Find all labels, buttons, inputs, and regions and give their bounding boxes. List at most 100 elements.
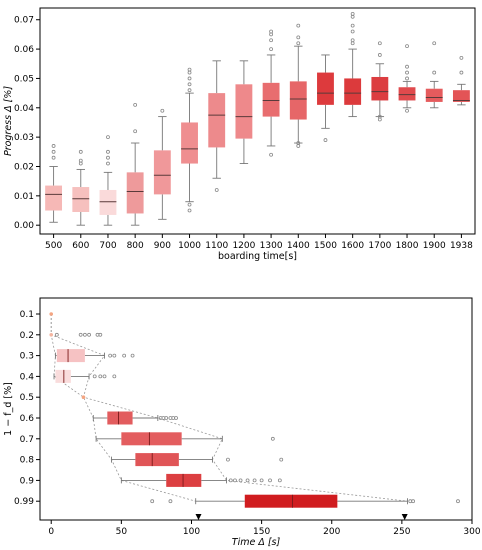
box-1400 bbox=[289, 23, 307, 148]
box-600 bbox=[72, 149, 90, 226]
box-0.9 bbox=[120, 473, 282, 487]
box-1500 bbox=[317, 54, 334, 142]
outlier-point bbox=[133, 129, 138, 134]
outlier-point bbox=[377, 114, 382, 119]
x-tick-label: 0 bbox=[48, 527, 54, 537]
outlier-point bbox=[277, 478, 282, 483]
x-tick-label: 1400 bbox=[287, 241, 310, 251]
box-700 bbox=[99, 135, 117, 226]
outlier-point bbox=[296, 41, 301, 46]
box-0.5 bbox=[81, 395, 86, 400]
outlier-point bbox=[87, 332, 91, 337]
outlier-point bbox=[130, 353, 135, 358]
outlier-point bbox=[106, 149, 110, 154]
y-tick-label: 0.03 bbox=[14, 133, 34, 143]
box-800 bbox=[126, 102, 144, 226]
x-tick-label: 1000 bbox=[178, 241, 201, 251]
y-tick-label: 0.99 bbox=[14, 497, 34, 507]
point-marker bbox=[49, 312, 54, 316]
outlier-point bbox=[377, 41, 382, 46]
box-body bbox=[107, 411, 133, 425]
y-tick-label: 0.05 bbox=[14, 74, 34, 84]
outlier-point bbox=[78, 332, 83, 337]
box-1200 bbox=[235, 60, 253, 165]
outlier-point bbox=[98, 332, 103, 337]
x-tick-label: 1600 bbox=[341, 241, 364, 251]
outlier-point bbox=[160, 108, 165, 113]
outlier-point bbox=[350, 23, 355, 28]
outlier-point bbox=[269, 152, 273, 157]
outlier-point bbox=[432, 70, 437, 75]
box-0.7 bbox=[95, 432, 275, 446]
outlier-point bbox=[108, 353, 113, 358]
x-tick-label: 150 bbox=[253, 527, 270, 537]
outlier-point bbox=[187, 208, 192, 213]
outlier-point bbox=[245, 478, 250, 483]
y-tick-label: 0.6 bbox=[20, 414, 35, 424]
x-tick-label: 300 bbox=[463, 527, 480, 537]
outlier-point bbox=[411, 499, 415, 504]
box-body bbox=[72, 187, 90, 212]
outlier-point bbox=[269, 29, 273, 34]
outlier-point bbox=[106, 155, 110, 160]
x-tick-label: 200 bbox=[323, 527, 340, 537]
x-tick-label: 1500 bbox=[314, 241, 337, 251]
y-tick-label: 0.04 bbox=[14, 104, 34, 114]
outlier-point bbox=[238, 478, 243, 483]
outlier-point bbox=[102, 374, 107, 379]
box-1000 bbox=[181, 67, 198, 213]
y-tick-label: 0.3 bbox=[20, 352, 34, 362]
point-marker bbox=[49, 333, 54, 337]
x-tick-label: 900 bbox=[154, 241, 171, 251]
outlier-point bbox=[187, 82, 192, 87]
y-tick-label: 0.00 bbox=[14, 221, 34, 231]
box-body bbox=[452, 90, 470, 102]
y-tick-label: 0.5 bbox=[20, 393, 34, 403]
x-tick-label: 600 bbox=[72, 241, 89, 251]
box-body bbox=[166, 473, 202, 487]
boarding-time-progress-chart: 0.00 0.01 0.02 0.03 0.04 0.05 0.06 0.07 500 600 70… bbox=[3, 7, 476, 262]
max-trend-dotted-line bbox=[50, 314, 408, 502]
box-body bbox=[344, 78, 362, 105]
y-tick-label: 0.9 bbox=[20, 476, 35, 486]
outlier-point bbox=[252, 478, 257, 483]
plot-frame bbox=[39, 297, 473, 521]
box-body bbox=[398, 87, 416, 101]
outlier-point bbox=[233, 478, 237, 483]
outlier-point bbox=[226, 457, 230, 462]
plot-frame bbox=[39, 7, 476, 235]
box-body bbox=[56, 349, 85, 363]
x-tick-label: 1300 bbox=[260, 241, 283, 251]
y-tick-label: 0.2 bbox=[20, 331, 34, 341]
y-tick-label: 0.7 bbox=[20, 435, 34, 445]
y-tick-label: 0.02 bbox=[14, 162, 34, 172]
box-body bbox=[235, 84, 253, 139]
outlier-point bbox=[187, 202, 192, 207]
x-tick-label: 250 bbox=[393, 527, 410, 537]
arrow-marker bbox=[401, 514, 408, 520]
outlier-point bbox=[405, 44, 409, 49]
y-tick-label: 0.01 bbox=[14, 192, 34, 202]
outlier-point bbox=[92, 374, 97, 379]
box-body bbox=[244, 494, 338, 508]
x-tick-label: 500 bbox=[45, 241, 62, 251]
outlier-point bbox=[78, 149, 83, 154]
outlier-point bbox=[51, 149, 56, 154]
outlier-point bbox=[228, 478, 233, 483]
x-tick-label: 1900 bbox=[423, 241, 446, 251]
min-trend-dotted-line bbox=[50, 314, 196, 502]
box-900 bbox=[153, 108, 171, 220]
outlier-point bbox=[112, 374, 117, 379]
box-body bbox=[153, 150, 171, 195]
outlier-point bbox=[54, 332, 59, 337]
outlier-point bbox=[164, 416, 169, 420]
x-tick-label: 800 bbox=[127, 241, 144, 251]
box-body bbox=[99, 189, 117, 215]
x-axis-title: boarding time[s] bbox=[218, 251, 297, 262]
box-body bbox=[181, 122, 198, 164]
outlier-point bbox=[432, 41, 437, 46]
box-body bbox=[317, 72, 334, 105]
outlier-point bbox=[122, 353, 127, 358]
box-1600 bbox=[344, 11, 362, 118]
box-1800 bbox=[398, 44, 416, 113]
